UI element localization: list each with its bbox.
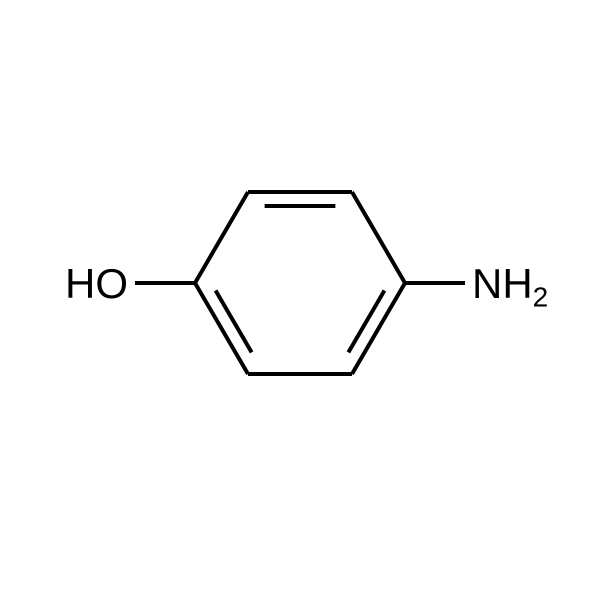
ring-bond [352,192,405,283]
ring-bond [352,283,405,374]
ring-bond [195,192,248,283]
amino-label: NH2 [472,260,548,312]
ring-bond [195,283,248,374]
hydroxyl-label: HO [65,260,128,307]
molecule-diagram: HO NH2 [0,0,600,600]
ring-double-bond [216,291,252,353]
ring-double-bond [348,291,384,353]
